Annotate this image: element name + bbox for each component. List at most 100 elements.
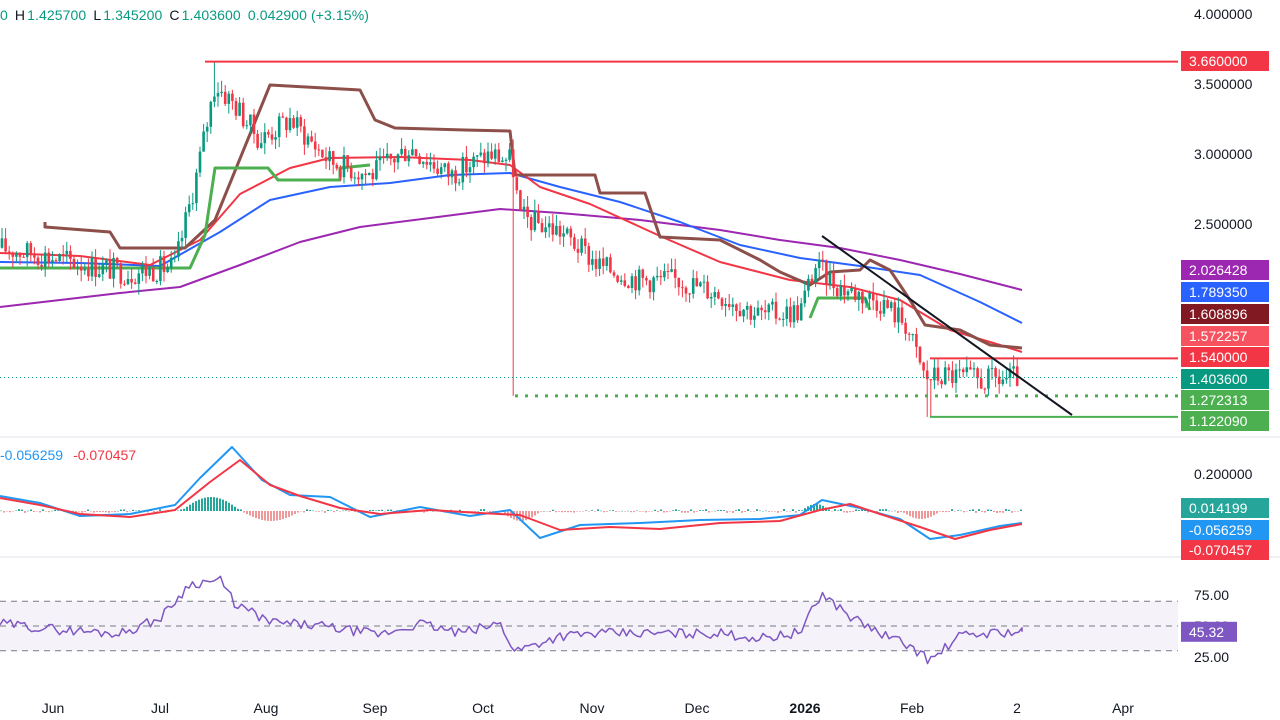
candle-body	[612, 272, 616, 276]
candle-body	[371, 172, 375, 180]
price-tick-label: 3.000000	[1194, 146, 1253, 162]
price-tag-label: 2.026428	[1189, 262, 1248, 278]
macd-hist-bar	[180, 509, 182, 511]
macd-hist-bar	[177, 510, 179, 512]
candle-body	[738, 311, 742, 317]
macd-hist-bar	[216, 497, 218, 511]
macd-hist-bar	[261, 511, 263, 520]
macd-legend: -0.056259 -0.070457	[0, 447, 146, 463]
candle-body	[670, 269, 673, 272]
macd-hist-bar	[966, 511, 968, 512]
macd-hist-bar	[978, 509, 980, 511]
candle-body	[947, 367, 951, 371]
candle-body	[925, 370, 929, 380]
candle-body	[393, 158, 396, 163]
macd-hist-bar	[771, 511, 773, 512]
macd-hist-bar	[237, 508, 239, 511]
macd-legend-macd: -0.056259	[0, 447, 64, 463]
candle-body	[447, 163, 450, 178]
macd-hist-bar	[480, 509, 482, 511]
macd-hist-bar	[711, 511, 713, 512]
macd-hist-bar	[222, 499, 224, 511]
macd-hist-bar	[189, 504, 191, 511]
macd-hist-bar	[642, 511, 644, 512]
macd-hist-bar	[120, 509, 122, 511]
ma-100-line	[0, 172, 1023, 324]
candle-body	[58, 254, 61, 261]
candle-body	[187, 204, 191, 213]
candle-body	[634, 276, 637, 291]
macd-hist-bar	[675, 509, 677, 511]
rsi-line	[0, 575, 1023, 665]
candle-body	[137, 273, 141, 284]
candle-body	[177, 241, 180, 258]
candle-body	[292, 118, 295, 128]
candle-body	[601, 258, 605, 266]
candle-body	[544, 227, 547, 233]
candle-body	[605, 257, 609, 266]
macd-hist-bar	[207, 497, 209, 511]
macd-hist-bar	[339, 511, 341, 512]
candle-body	[1008, 368, 1012, 378]
macd-hist-bar	[783, 509, 785, 511]
candle-body	[727, 303, 731, 307]
macd-hist-bar	[780, 511, 782, 512]
macd-hist-bar	[666, 511, 668, 513]
macd-hist-bar	[792, 509, 794, 511]
macd-hist-bar	[36, 511, 38, 512]
candle-body	[857, 291, 861, 300]
candle-body	[565, 228, 569, 234]
candle-body	[303, 126, 306, 145]
macd-hist-bar	[330, 510, 332, 511]
candle-body	[472, 156, 475, 168]
macd-hist-bar	[702, 510, 704, 511]
macd-hist-bar	[930, 511, 932, 517]
price-tag-label: 1.272313	[1189, 392, 1248, 408]
macd-hist-bar	[849, 511, 851, 513]
candle-body	[958, 369, 961, 371]
candle-body	[886, 300, 889, 309]
candle-body	[749, 305, 753, 320]
candle-body	[576, 248, 580, 253]
candle-body	[875, 300, 879, 311]
low-key: L	[93, 7, 102, 23]
macd-hist-bar	[918, 511, 920, 519]
candle-body	[432, 162, 436, 169]
macd-hist-bar	[648, 511, 650, 512]
macd-hist-bar	[615, 511, 617, 512]
candle-body	[151, 267, 155, 282]
candle-body	[439, 167, 443, 174]
ohlc-legend: 0 H 1.425700 L 1.345200 C 1.403600 0.042900 (+3…	[0, 7, 376, 23]
macd-hist-bar	[342, 510, 344, 512]
candle-body	[443, 163, 447, 168]
macd-hist-bar	[603, 511, 605, 513]
macd-hist-bar	[213, 497, 215, 511]
macd-hist-bar	[294, 511, 296, 515]
candle-body	[817, 259, 821, 269]
time-tick-label: Sep	[363, 700, 388, 716]
candle-body	[396, 154, 400, 163]
macd-tag	[1181, 520, 1269, 540]
macd-hist-bar	[459, 509, 461, 511]
candle-body	[285, 117, 288, 131]
price-tag-label: 1.789350	[1189, 284, 1248, 300]
price-tag	[1181, 347, 1269, 367]
candle-body	[623, 280, 627, 286]
candle-body	[249, 114, 252, 126]
macd-hist-bar	[561, 511, 563, 513]
rsi-tag	[1181, 621, 1237, 642]
candle-body	[331, 151, 335, 165]
macd-hist-bar	[591, 510, 593, 511]
candle-body	[763, 310, 767, 313]
candle-body	[191, 203, 195, 205]
candle-body	[504, 159, 508, 161]
candle-body	[339, 168, 342, 178]
macd-hist-bar	[12, 511, 14, 512]
candle-body	[321, 149, 324, 158]
candle-body	[922, 362, 925, 371]
macd-hist-bar	[600, 510, 602, 512]
candle-body	[411, 149, 414, 156]
candle-body	[216, 93, 220, 97]
macd-hist-bar	[1017, 511, 1019, 512]
